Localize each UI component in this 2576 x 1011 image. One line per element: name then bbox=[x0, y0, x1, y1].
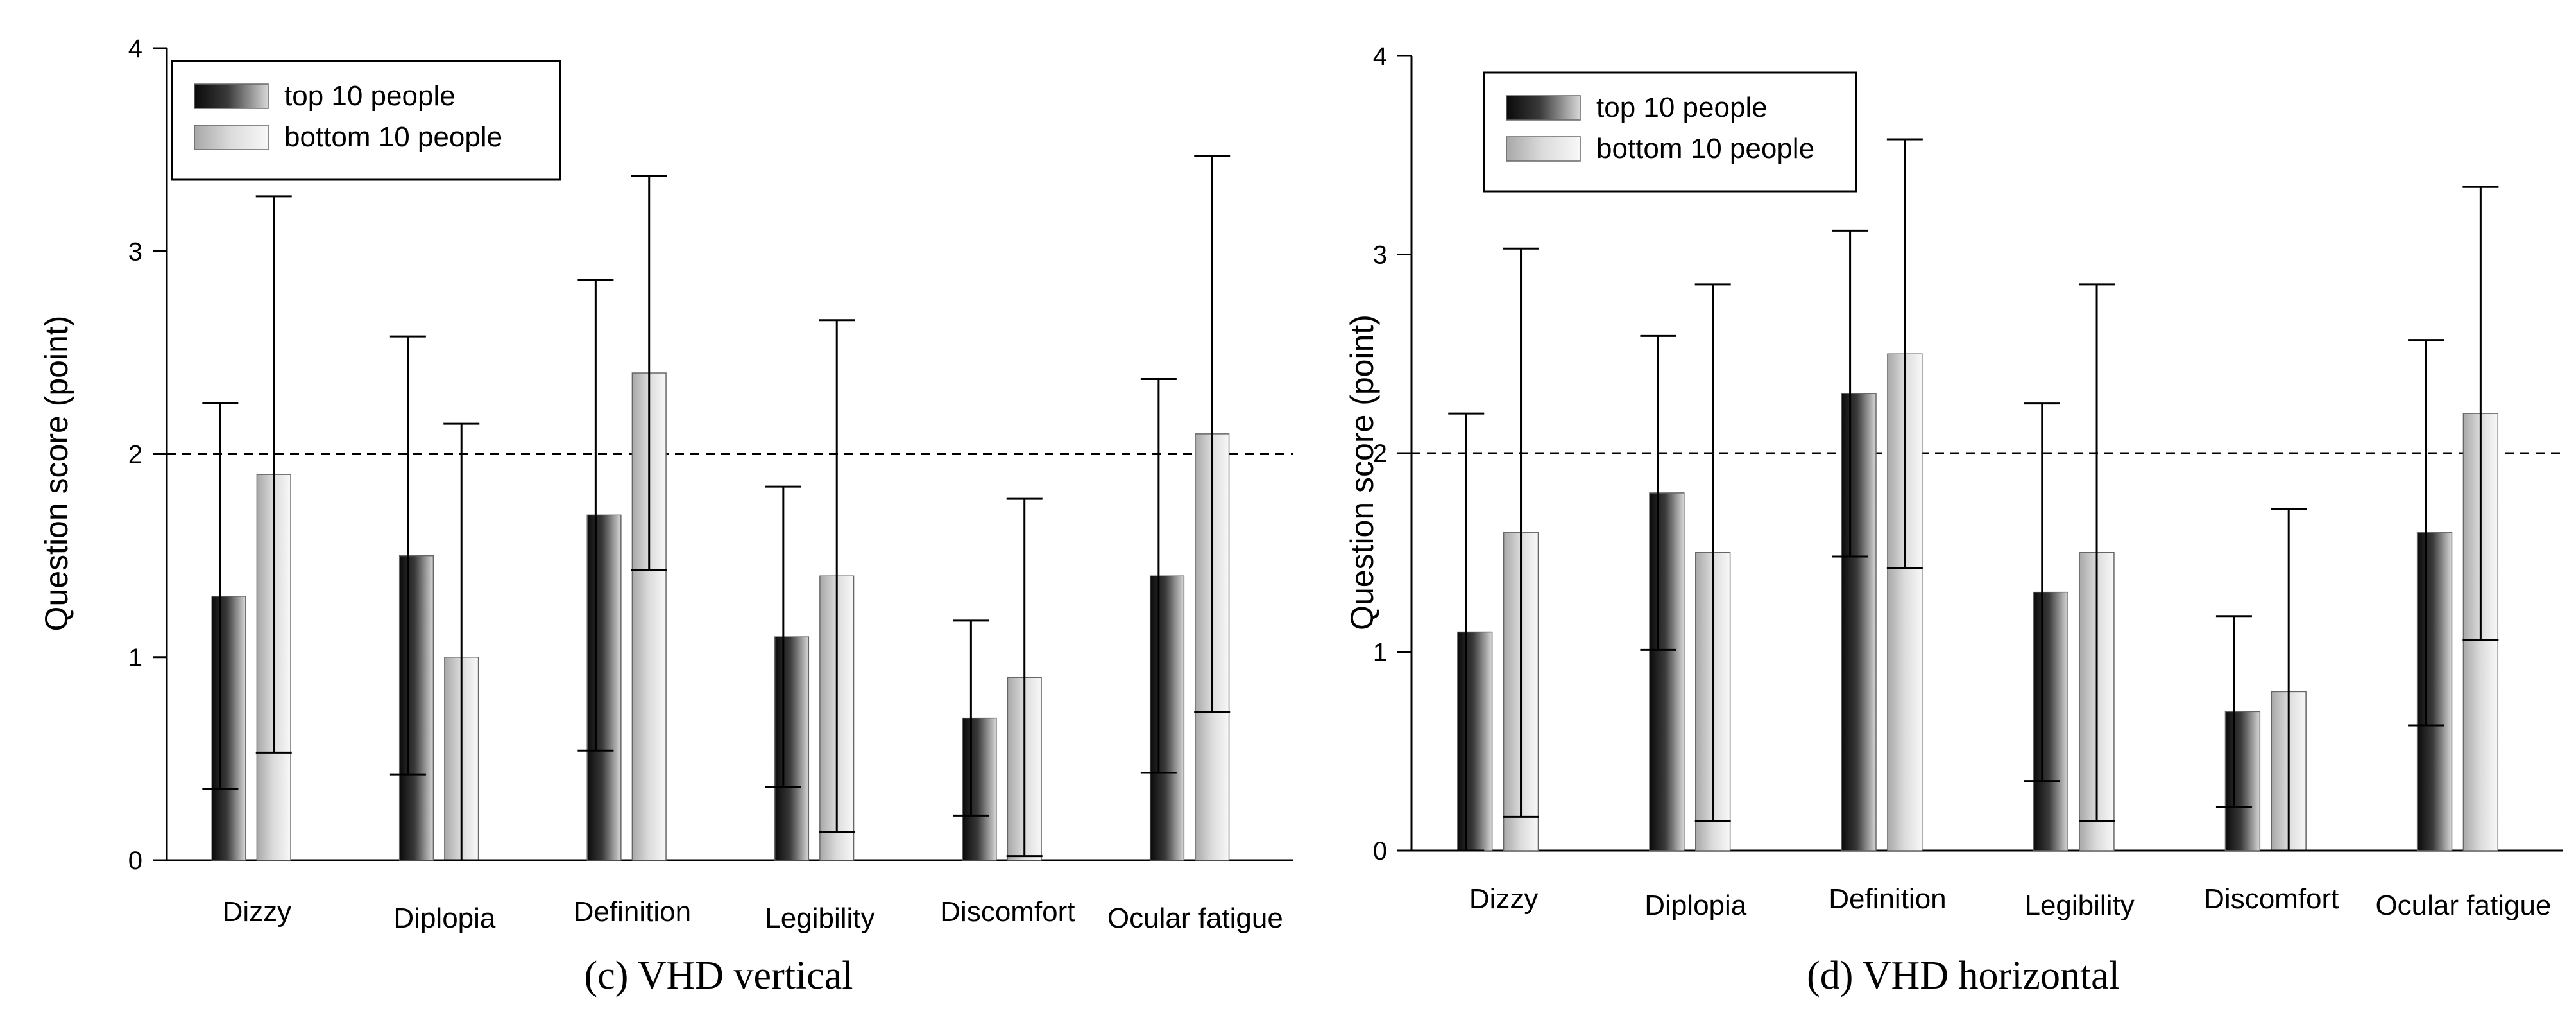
bar-top10 bbox=[962, 717, 997, 861]
panel-vhd-horizontal: 0 1 2 3 4 Question score (point) Dizzy Diplopia… bbox=[1344, 42, 2563, 998]
legend-swatch-bottom10 bbox=[1506, 136, 1581, 162]
category-label: Diplopia bbox=[393, 903, 496, 934]
category-label: Discomfort bbox=[940, 896, 1075, 928]
legend: top 10 people bottom 10 people bbox=[171, 60, 561, 181]
category-label: Ocular fatigue bbox=[1107, 903, 1283, 934]
y-tick-label: 2 bbox=[128, 441, 142, 469]
bar-top10 bbox=[586, 514, 622, 861]
category-label: Ocular fatigue bbox=[2375, 890, 2551, 921]
legend-swatch-top10 bbox=[194, 83, 269, 109]
y-tick-label: 2 bbox=[1373, 440, 1387, 468]
bar-top10 bbox=[1457, 631, 1493, 851]
y-tick-label: 1 bbox=[128, 644, 142, 672]
category-label: Legibility bbox=[765, 903, 874, 934]
y-tick-label: 4 bbox=[128, 35, 142, 63]
y-axis-title: Question score (point) bbox=[38, 316, 74, 632]
category-label: Diplopia bbox=[1644, 890, 1747, 921]
category-label: Definition bbox=[574, 896, 691, 928]
bar-top10 bbox=[1149, 575, 1185, 861]
y-axis-title: Question score (point) bbox=[1344, 315, 1380, 630]
category-label: Dizzy bbox=[223, 896, 292, 928]
y-tick-label: 4 bbox=[1373, 42, 1387, 71]
legend-swatch-top10 bbox=[1506, 95, 1581, 121]
bar-top10 bbox=[774, 636, 810, 861]
bar-top10 bbox=[1841, 393, 1877, 851]
y-tick-label: 1 bbox=[1373, 639, 1387, 667]
bar-top10 bbox=[2033, 591, 2068, 851]
bar-top10 bbox=[2224, 711, 2261, 851]
y-tick-label: 3 bbox=[128, 238, 142, 266]
bar-top10 bbox=[211, 596, 246, 861]
legend-box bbox=[171, 60, 561, 181]
bar-top10 bbox=[398, 555, 434, 861]
legend-swatch-bottom10 bbox=[194, 125, 269, 150]
legend-label: bottom 10 people bbox=[284, 121, 502, 153]
figure-caption: (d) VHD horizontal bbox=[1807, 954, 2120, 998]
bar-top10 bbox=[1649, 492, 1685, 851]
legend-label: top 10 people bbox=[1596, 92, 1768, 123]
legend: top 10 people bottom 10 people bbox=[1483, 71, 1857, 193]
legend-label: top 10 people bbox=[284, 80, 456, 112]
category-label: Discomfort bbox=[2204, 883, 2339, 915]
legend-label: bottom 10 people bbox=[1596, 133, 1814, 164]
figure-caption: (c) VHD vertical bbox=[584, 954, 853, 998]
category-label: Definition bbox=[1829, 883, 1946, 915]
y-tick-label: 0 bbox=[128, 847, 142, 875]
y-tick-label: 3 bbox=[1373, 241, 1387, 270]
bar-top10 bbox=[2416, 532, 2453, 851]
category-label: Legibility bbox=[2024, 890, 2134, 921]
category-label: Dizzy bbox=[1469, 883, 1539, 915]
legend-box bbox=[1483, 71, 1857, 193]
panel-vhd-vertical: 0 1 2 3 4 Question score (point) Dizzy Diplopia… bbox=[38, 35, 1293, 998]
y-tick-label: 0 bbox=[1373, 837, 1387, 865]
